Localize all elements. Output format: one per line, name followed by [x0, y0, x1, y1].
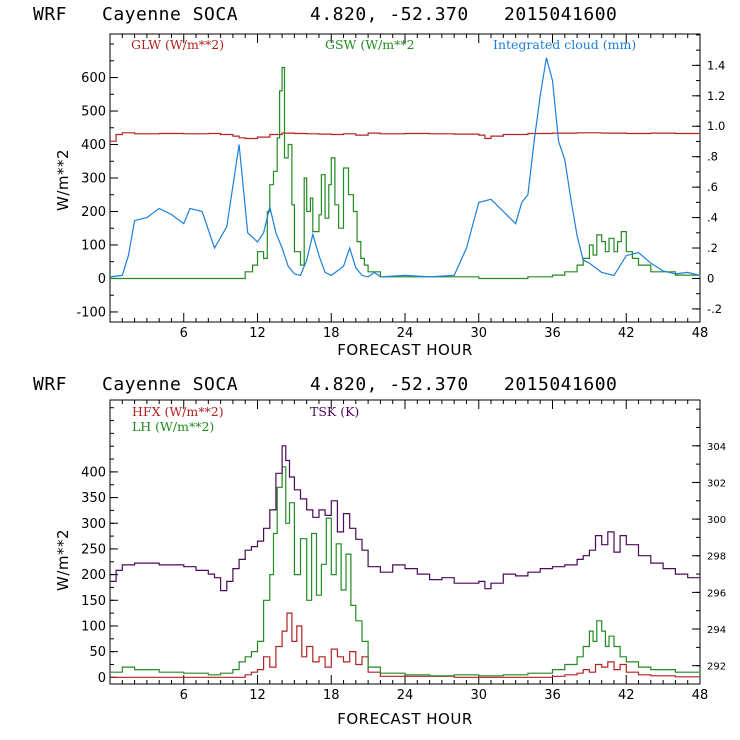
header-run: 2015041600	[504, 374, 617, 395]
y-tick-label: 200	[81, 568, 106, 583]
y-tick-label: 100	[81, 619, 106, 634]
bottom-chart: WRF Cayenne SOCA 4.820, -52.370 20150416…	[33, 374, 726, 728]
x-tick-label: 48	[692, 688, 709, 703]
y-tick-label: 500	[81, 105, 106, 120]
y2-tick-label: 300	[707, 515, 726, 526]
y-tick-label: -100	[76, 305, 106, 320]
y-axis-label: W/m**2	[54, 529, 72, 591]
y-tick-label: 600	[81, 71, 106, 86]
chart-header: WRF Cayenne SOCA 4.820, -52.370 20150416…	[33, 4, 617, 25]
x-tick-label: 12	[249, 688, 266, 703]
y2-tick-label: .6	[707, 180, 718, 194]
y-tick-label: 150	[81, 594, 106, 609]
y-tick-label: 250	[81, 542, 106, 557]
header-coords: 4.820, -52.370	[310, 4, 469, 25]
y2-tick-label: 1.2	[707, 89, 725, 103]
x-axis-label: FORECAST HOUR	[337, 341, 473, 359]
x-tick-label: 12	[249, 326, 266, 341]
y-tick-label: 200	[81, 205, 106, 220]
y2-axis: -.2 0 .2 .4 .6 .8 1.0 1.2 1.4	[692, 34, 725, 316]
x-tick-label: 42	[618, 326, 635, 341]
top-chart: WRF Cayenne SOCA 4.820, -52.370 20150416…	[33, 4, 725, 359]
y-tick-label: 300	[81, 517, 106, 532]
series-line	[110, 445, 701, 592]
x-axis: 6 12 18 24 30 36 42 48	[121, 34, 709, 341]
y-axis: 0 50 100 150 200 250 300 350 400	[81, 407, 118, 686]
header-model: WRF	[33, 4, 67, 25]
x-tick-label: 24	[397, 326, 414, 341]
y-tick-label: 300	[81, 172, 106, 187]
x-axis-label: FORECAST HOUR	[337, 710, 473, 728]
y2-tick-label: 304	[707, 442, 726, 453]
series-layer	[109, 57, 701, 280]
series-line	[110, 466, 701, 677]
legend-entry: GSW (W/m**2	[325, 37, 415, 52]
x-axis: 6 12 18 24 30 36 42 48	[121, 400, 709, 703]
y-tick-label: 400	[81, 138, 106, 153]
y2-tick-label: 296	[707, 588, 726, 599]
y-tick-label: 50	[89, 645, 106, 660]
legend: HFX (W/m**2) LH (W/m**2) TSK (K)	[132, 404, 359, 434]
x-tick-label: 36	[544, 326, 561, 341]
y2-tick-label: .2	[707, 241, 718, 255]
header-model: WRF	[33, 374, 67, 395]
y2-tick-label: 1.4	[707, 58, 725, 72]
x-tick-label: 18	[323, 326, 340, 341]
y2-tick-label: 302	[707, 478, 726, 489]
chart-header: WRF Cayenne SOCA 4.820, -52.370 20150416…	[33, 374, 617, 395]
series-line	[110, 66, 701, 280]
y-axis-label: W/m**2	[54, 149, 72, 211]
header-coords: 4.820, -52.370	[310, 374, 469, 395]
y2-tick-label: 1.0	[707, 119, 725, 133]
x-tick-label: 24	[397, 688, 414, 703]
legend-entry: GLW (W/m**2)	[131, 37, 224, 52]
legend-entry: HFX (W/m**2)	[132, 404, 224, 419]
y-tick-label: 100	[81, 238, 106, 253]
series-line	[109, 57, 701, 278]
series-line	[110, 132, 701, 142]
x-tick-label: 6	[180, 326, 188, 341]
legend-entry: LH (W/m**2)	[132, 419, 214, 434]
x-tick-label: 42	[618, 688, 635, 703]
y-tick-label: 400	[81, 465, 106, 480]
x-tick-label: 30	[470, 326, 487, 341]
y2-axis: 292 294 296 298 300 302 304	[692, 408, 726, 685]
y2-tick-label: 0	[707, 271, 714, 285]
y-tick-label: 0	[98, 272, 106, 287]
x-tick-label: 18	[323, 688, 340, 703]
x-tick-label: 36	[544, 688, 561, 703]
series-line	[110, 612, 701, 678]
y-tick-label: 0	[98, 671, 106, 686]
legend-entry: Integrated cloud (mm)	[493, 37, 636, 52]
x-tick-label: 48	[692, 326, 709, 341]
header-run: 2015041600	[504, 4, 617, 25]
series-layer	[110, 445, 701, 678]
y-tick-label: 350	[81, 491, 106, 506]
header-station: Cayenne SOCA	[102, 374, 238, 395]
x-tick-label: 30	[470, 688, 487, 703]
y2-tick-label: 298	[707, 552, 726, 563]
y2-tick-label: .4	[707, 211, 718, 225]
y2-tick-label: .8	[707, 150, 718, 164]
header-station: Cayenne SOCA	[102, 4, 238, 25]
y-axis: -100 0 100 200 300 400 500 600	[76, 43, 118, 320]
plot-frame	[109, 399, 701, 685]
y2-tick-label: -.2	[707, 302, 722, 316]
legend: GLW (W/m**2) GSW (W/m**2 Integrated clou…	[131, 37, 636, 52]
legend-entry: TSK (K)	[310, 404, 359, 419]
y2-tick-label: 292	[707, 662, 726, 673]
y2-tick-label: 294	[707, 625, 726, 636]
x-tick-label: 6	[180, 688, 188, 703]
